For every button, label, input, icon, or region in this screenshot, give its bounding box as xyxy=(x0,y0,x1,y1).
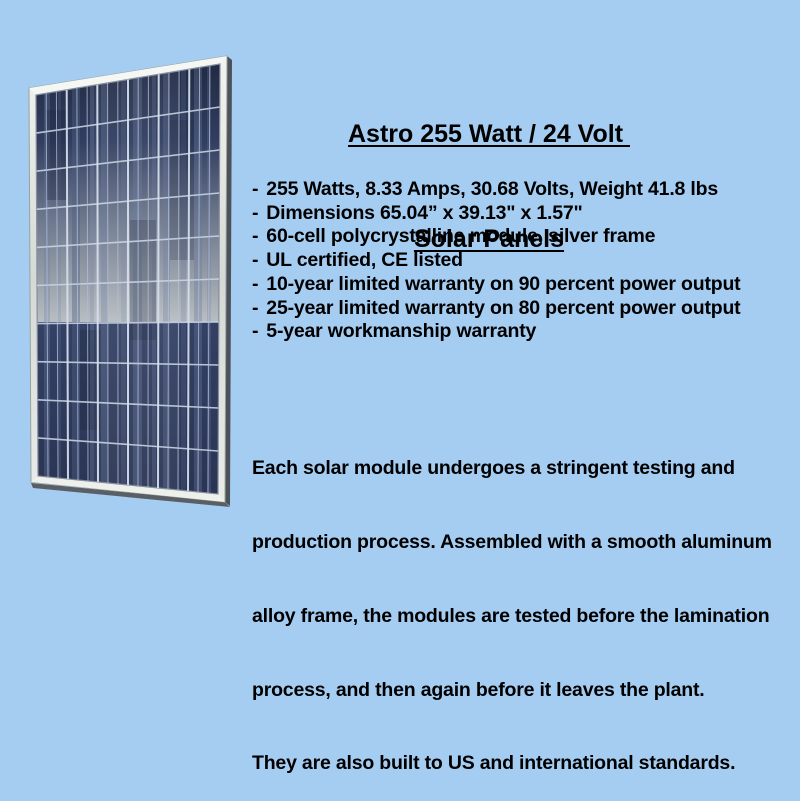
description-line: production process. Assembled with a smo… xyxy=(252,530,772,555)
title-line-1: Astro 255 Watt / 24 Volt xyxy=(348,120,630,148)
description-line: They are also built to US and internatio… xyxy=(252,751,772,776)
description-line: alloy frame, the modules are tested befo… xyxy=(252,604,772,629)
spec-text: Dimensions 65.04” x 39.13" x 1.57" xyxy=(266,202,582,226)
spec-item: -10-year limited warranty on 90 percent … xyxy=(252,273,740,297)
bullet-dash: - xyxy=(252,202,258,226)
bullet-dash: - xyxy=(252,273,258,297)
bullet-dash: - xyxy=(252,225,258,249)
description-line: process, and then again before it leaves… xyxy=(252,678,772,703)
bullet-dash: - xyxy=(252,320,258,344)
solar-panel-graphic xyxy=(0,0,240,520)
spec-item: -5-year workmanship warranty xyxy=(252,320,740,344)
description-paragraph: Each solar module undergoes a stringent … xyxy=(252,407,772,801)
description-line: Each solar module undergoes a stringent … xyxy=(252,456,772,481)
spec-text: 25-year limited warranty on 80 percent p… xyxy=(266,297,740,321)
spec-item: -UL certified, CE listed xyxy=(252,249,740,273)
spec-item: -60-cell polycrystalline module, silver … xyxy=(252,225,740,249)
spec-item: -25-year limited warranty on 80 percent … xyxy=(252,297,740,321)
bullet-dash: - xyxy=(252,178,258,202)
spec-text: 255 Watts, 8.33 Amps, 30.68 Volts, Weigh… xyxy=(266,178,718,202)
spec-list: -255 Watts, 8.33 Amps, 30.68 Volts, Weig… xyxy=(252,178,740,344)
bullet-dash: - xyxy=(252,297,258,321)
spec-item: -255 Watts, 8.33 Amps, 30.68 Volts, Weig… xyxy=(252,178,740,202)
bullet-dash: - xyxy=(252,249,258,273)
spec-item: -Dimensions 65.04” x 39.13" x 1.57" xyxy=(252,202,740,226)
spec-text: 5-year workmanship warranty xyxy=(266,320,536,344)
spec-text: 60-cell polycrystalline module, silver f… xyxy=(266,225,655,249)
solar-panel-image xyxy=(0,0,240,520)
spec-text: 10-year limited warranty on 90 percent p… xyxy=(266,273,740,297)
spec-text: UL certified, CE listed xyxy=(266,249,463,273)
